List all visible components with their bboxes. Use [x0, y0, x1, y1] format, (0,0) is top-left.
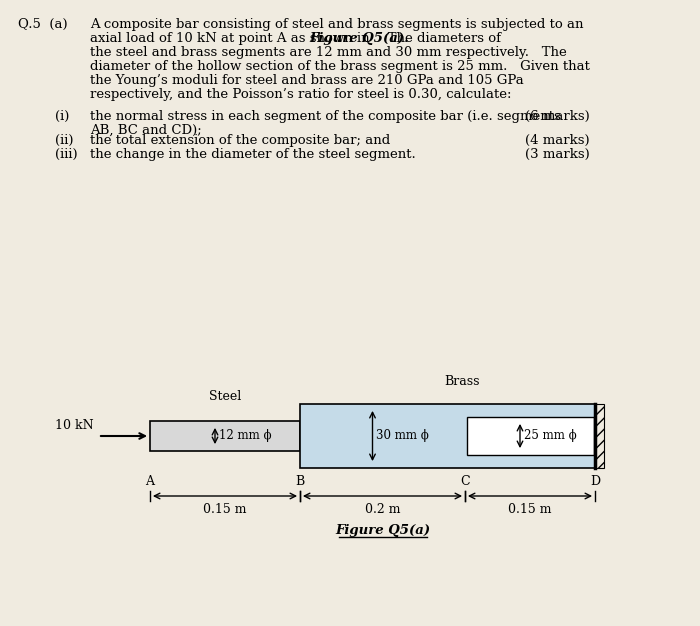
Text: 0.2 m: 0.2 m	[365, 503, 400, 516]
Bar	[150, 421, 300, 451]
Text: 12 mm ϕ: 12 mm ϕ	[219, 429, 272, 443]
Text: 0.15 m: 0.15 m	[508, 503, 552, 516]
Text: the steel and brass segments are 12 mm and 30 mm respectively.   The: the steel and brass segments are 12 mm a…	[90, 46, 567, 59]
Text: A composite bar consisting of steel and brass segments is subjected to an: A composite bar consisting of steel and …	[90, 18, 584, 31]
Text: (6 marks): (6 marks)	[525, 110, 590, 123]
Text: Q.5  (a): Q.5 (a)	[18, 18, 68, 31]
Text: (i): (i)	[55, 110, 69, 123]
Text: the normal stress in each segment of the composite bar (i.e. segments: the normal stress in each segment of the…	[90, 110, 561, 123]
Text: (3 marks): (3 marks)	[525, 148, 590, 161]
Text: 25 mm ϕ: 25 mm ϕ	[524, 429, 577, 443]
Text: D: D	[590, 475, 600, 488]
Text: (iii): (iii)	[55, 148, 78, 161]
Text: (ii): (ii)	[55, 134, 74, 147]
Text: Figure Q5(a): Figure Q5(a)	[335, 524, 430, 537]
Bar	[595, 404, 604, 468]
Text: the total extension of the composite bar; and: the total extension of the composite bar…	[90, 134, 391, 147]
Text: Figure Q5(a).: Figure Q5(a).	[309, 32, 409, 45]
Text: Steel: Steel	[209, 390, 241, 403]
Text: 0.15 m: 0.15 m	[203, 503, 246, 516]
Bar	[300, 404, 595, 468]
Text: The diameters of: The diameters of	[375, 32, 501, 45]
Text: B: B	[295, 475, 304, 488]
Text: A: A	[146, 475, 155, 488]
Text: the change in the diameter of the steel segment.: the change in the diameter of the steel …	[90, 148, 416, 161]
Text: respectively, and the Poisson’s ratio for steel is 0.30, calculate:: respectively, and the Poisson’s ratio fo…	[90, 88, 512, 101]
Text: Brass: Brass	[444, 375, 480, 388]
Text: axial load of 10 kN at point A as shown in: axial load of 10 kN at point A as shown …	[90, 32, 374, 45]
Text: 30 mm ϕ: 30 mm ϕ	[377, 429, 429, 443]
Text: diameter of the hollow section of the brass segment is 25 mm.   Given that: diameter of the hollow section of the br…	[90, 60, 590, 73]
Text: 10 kN: 10 kN	[55, 419, 94, 432]
Text: the Young’s moduli for steel and brass are 210 GPa and 105 GPa: the Young’s moduli for steel and brass a…	[90, 74, 524, 87]
Text: C: C	[460, 475, 470, 488]
Text: AB, BC and CD);: AB, BC and CD);	[90, 124, 202, 137]
Text: (4 marks): (4 marks)	[526, 134, 590, 147]
Bar	[466, 417, 594, 455]
